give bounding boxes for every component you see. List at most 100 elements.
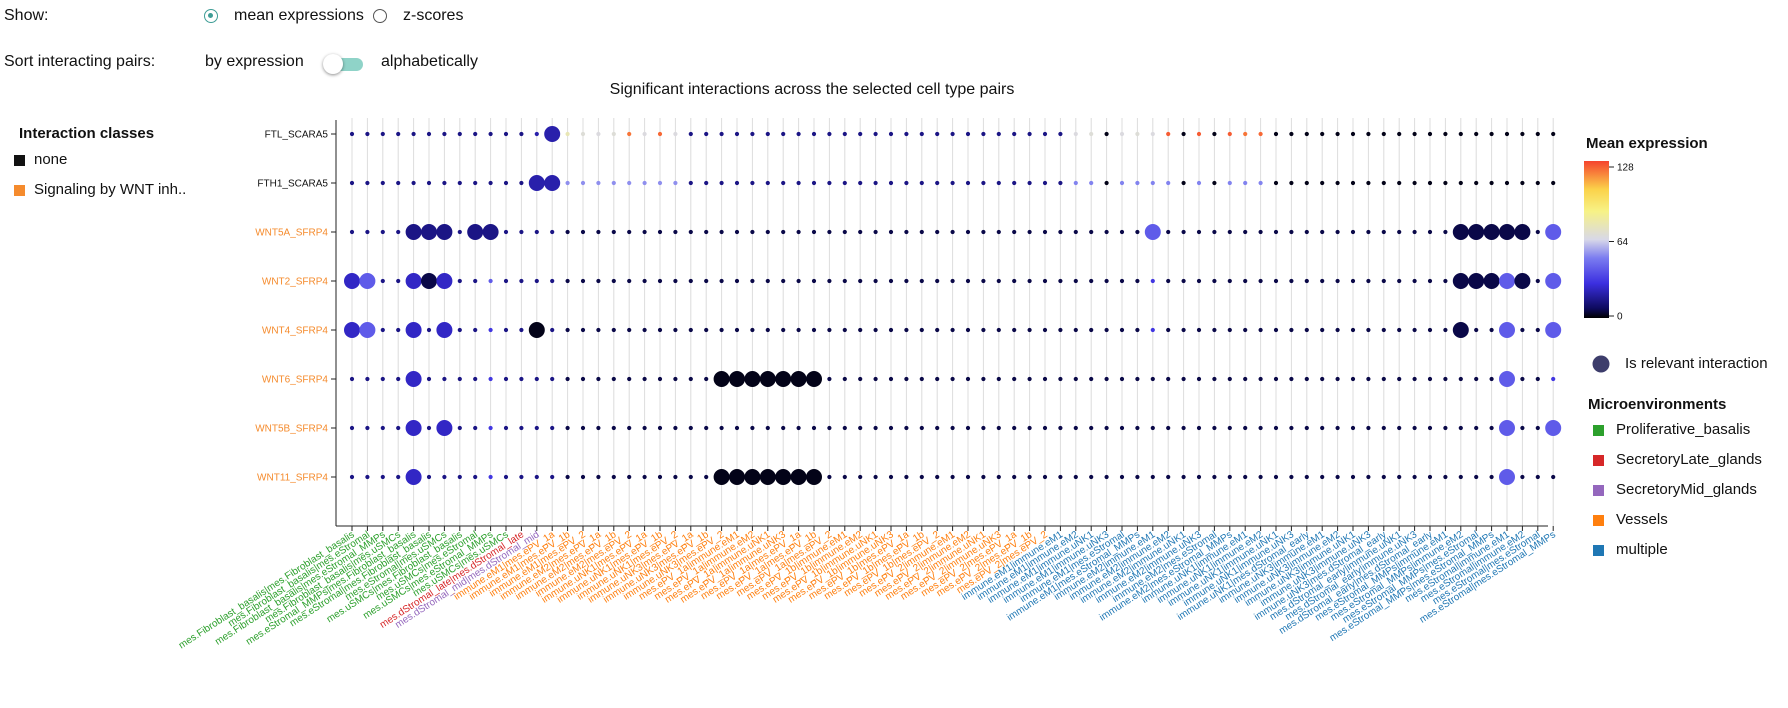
relevant-dot	[790, 371, 807, 387]
dot	[365, 376, 370, 382]
dot	[688, 180, 693, 186]
env-proliferative-label: Proliferative_basalis	[1616, 421, 1751, 438]
dot	[611, 474, 616, 480]
dot	[796, 131, 801, 137]
dot	[904, 278, 909, 284]
relevant-dot	[1499, 371, 1515, 387]
dot	[457, 425, 462, 431]
dot	[519, 131, 524, 137]
dot	[396, 474, 401, 480]
dot	[657, 376, 663, 382]
dot	[1258, 278, 1263, 284]
dot	[396, 376, 401, 382]
dot	[1196, 180, 1202, 186]
sort-alphabetically-label[interactable]: alphabetically	[381, 53, 478, 70]
dot	[935, 474, 940, 480]
mean-expressions-radio[interactable]	[204, 9, 218, 23]
dot	[873, 180, 878, 186]
sort-toggle[interactable]	[323, 54, 363, 74]
dot	[1104, 474, 1109, 480]
dot	[365, 229, 370, 235]
dot	[1073, 229, 1078, 235]
dot	[811, 131, 817, 137]
colorbar-tick-label: 128	[1617, 163, 1634, 174]
dot	[1119, 278, 1125, 284]
dot	[1335, 229, 1340, 235]
axis-layer	[331, 120, 1554, 531]
dot	[1520, 180, 1525, 186]
dot	[965, 229, 971, 235]
dot	[888, 278, 894, 284]
dot	[950, 327, 955, 333]
dot	[611, 229, 616, 235]
dot	[1504, 180, 1510, 186]
dot	[565, 229, 570, 235]
class-none-label: none	[34, 151, 68, 168]
env-multiple-swatch	[1593, 545, 1604, 556]
row-label: WNT5A_SFRP4	[255, 228, 328, 239]
dot	[1489, 131, 1494, 137]
sort-by-expression-label[interactable]: by expression	[205, 53, 304, 70]
dot	[365, 474, 370, 480]
dot	[1458, 376, 1463, 382]
dot	[688, 376, 693, 382]
dot	[1443, 474, 1448, 480]
dot	[1427, 180, 1433, 186]
show-label: Show:	[4, 7, 49, 24]
dot	[1227, 180, 1232, 186]
dot	[1320, 278, 1325, 284]
dot	[888, 376, 894, 382]
dot	[1119, 180, 1125, 186]
dot	[965, 376, 971, 382]
dot	[1397, 131, 1402, 137]
dot	[1289, 425, 1294, 431]
dot	[519, 327, 524, 333]
dot	[1027, 425, 1032, 431]
dot	[935, 278, 940, 284]
z-scores-radio[interactable]	[373, 9, 387, 23]
dot	[1042, 229, 1048, 235]
dot	[704, 229, 709, 235]
dot	[1042, 327, 1048, 333]
dot	[1350, 180, 1356, 186]
dot	[488, 180, 493, 186]
dot	[1335, 425, 1340, 431]
dot	[580, 474, 586, 480]
dot	[981, 278, 986, 284]
dot	[396, 180, 401, 186]
dot	[1073, 474, 1078, 480]
dot	[380, 229, 385, 235]
dot	[1320, 327, 1325, 333]
dot	[796, 327, 801, 333]
dot	[627, 131, 632, 137]
dot	[1258, 327, 1263, 333]
mean-expressions-label[interactable]: mean expressions	[234, 7, 364, 24]
dot	[534, 425, 539, 431]
dot	[904, 131, 909, 137]
sort-toggle-knob[interactable]	[323, 54, 343, 74]
dot	[904, 474, 909, 480]
dot	[688, 278, 693, 284]
dot	[473, 278, 478, 284]
dot	[426, 131, 432, 137]
dot	[1412, 131, 1417, 137]
dot	[1304, 131, 1309, 137]
dot	[858, 474, 863, 480]
dot	[1289, 131, 1294, 137]
dot	[657, 180, 663, 186]
dot	[965, 180, 971, 186]
dot	[642, 229, 647, 235]
dot	[1089, 474, 1094, 480]
dot	[596, 327, 601, 333]
z-scores-label[interactable]: z-scores	[403, 7, 464, 24]
dot	[1058, 425, 1063, 431]
relevant-dot	[405, 322, 422, 338]
dot	[1212, 376, 1217, 382]
dot	[811, 229, 817, 235]
relevant-dot	[1499, 420, 1515, 436]
row-label: WNT4_SFRP4	[262, 326, 329, 337]
dot	[827, 376, 832, 382]
dot	[1551, 180, 1556, 186]
relevant-dot	[1499, 273, 1515, 289]
